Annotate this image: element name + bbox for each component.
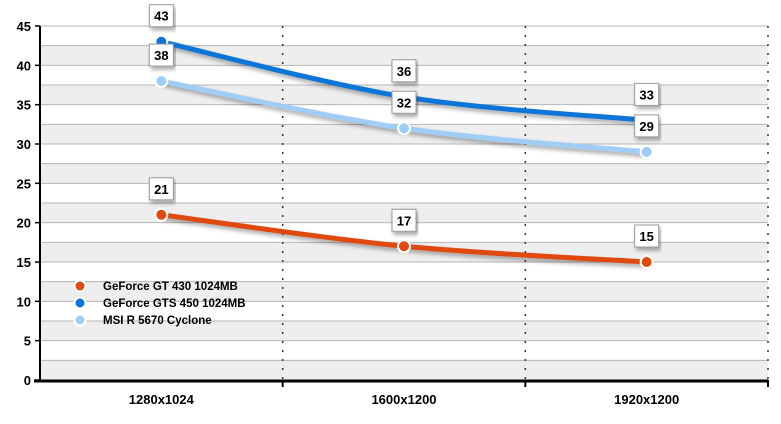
data-label-box bbox=[148, 177, 174, 201]
data-label: 36 bbox=[397, 64, 411, 79]
grid-band bbox=[40, 360, 768, 380]
legend-label: GeForce GT 430 1024MB bbox=[103, 281, 238, 293]
data-label-box bbox=[634, 224, 660, 248]
y-tick-label: 5 bbox=[24, 334, 31, 349]
data-label: 43 bbox=[154, 9, 168, 24]
data-label: 21 bbox=[154, 182, 168, 197]
data-point bbox=[154, 74, 169, 89]
data-label-box bbox=[391, 208, 417, 232]
y-tick-label: 35 bbox=[17, 98, 31, 113]
data-label: 32 bbox=[397, 95, 411, 110]
y-tick-label: 10 bbox=[17, 294, 31, 309]
data-label-box bbox=[391, 59, 417, 83]
data-point bbox=[154, 207, 169, 222]
grid-band bbox=[40, 281, 768, 302]
data-point bbox=[397, 239, 411, 254]
legend-label: GeForce GTS 450 1024MB bbox=[103, 298, 246, 310]
x-tick-label: 1920x1200 bbox=[614, 392, 679, 407]
grid-band bbox=[40, 45, 768, 66]
y-tick-label: 30 bbox=[17, 137, 31, 152]
data-label-box bbox=[634, 82, 660, 106]
y-tick-label: 20 bbox=[17, 216, 31, 231]
y-tick-label: 25 bbox=[17, 176, 31, 191]
y-tick-label: 15 bbox=[17, 255, 31, 270]
y-tick-label: 45 bbox=[17, 19, 31, 34]
y-tick-label: 40 bbox=[17, 58, 31, 73]
data-label: 33 bbox=[639, 87, 653, 102]
data-point bbox=[397, 121, 411, 136]
data-label-box bbox=[148, 43, 174, 67]
grid-band bbox=[40, 163, 768, 184]
legend-marker bbox=[73, 313, 87, 327]
legend-marker bbox=[73, 296, 87, 310]
data-point bbox=[639, 255, 654, 269]
data-label-box bbox=[391, 90, 417, 114]
data-label-box bbox=[634, 114, 660, 138]
legend-marker bbox=[73, 279, 87, 293]
data-label: 38 bbox=[154, 48, 168, 63]
legend-label: MSI R 5670 Cyclone bbox=[103, 315, 212, 327]
data-label: 29 bbox=[639, 119, 653, 134]
data-label: 15 bbox=[639, 229, 653, 244]
x-tick-label: 1280x1024 bbox=[129, 392, 195, 407]
y-tick-label: 0 bbox=[24, 373, 31, 388]
data-label: 17 bbox=[397, 213, 411, 228]
x-tick-label: 1600x1200 bbox=[371, 392, 436, 407]
grid-band bbox=[40, 321, 768, 341]
data-point bbox=[639, 144, 654, 159]
data-label-box bbox=[148, 4, 174, 28]
